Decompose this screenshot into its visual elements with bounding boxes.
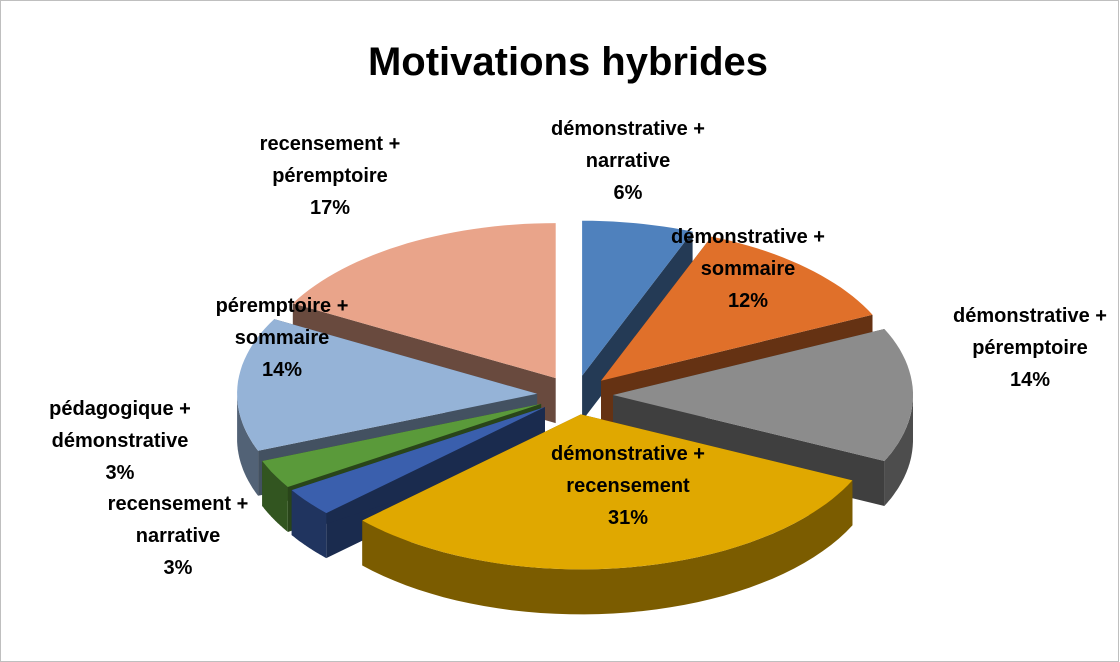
data-label: démonstrative + narrative 6%	[551, 118, 705, 204]
category-label: démonstrative + narrative	[551, 118, 705, 172]
slice-wall	[884, 395, 913, 506]
slice-top	[291, 407, 545, 514]
category-label: pédagogique + démonstrative	[49, 398, 191, 452]
chart-title: Motivations hybrides	[368, 40, 768, 84]
data-label: péremptoire + sommaire 14%	[216, 295, 349, 381]
slice-top	[362, 414, 853, 570]
value-label: 12%	[728, 290, 768, 312]
data-label: recensement + péremptoire 17%	[260, 133, 401, 219]
data-label: recensement + narrative 3%	[108, 493, 249, 579]
value-label: 3%	[106, 462, 135, 484]
data-label: démonstrative + sommaire 12%	[671, 226, 825, 312]
slice-top	[613, 329, 913, 461]
value-label: 6%	[614, 182, 643, 204]
slice	[362, 414, 853, 615]
data-label: pédagogique + démonstrative 3%	[49, 398, 191, 484]
slice-wall	[237, 393, 259, 496]
value-label: 14%	[262, 359, 302, 381]
slice-wall	[362, 480, 853, 615]
category-label: démonstrative + recensement	[551, 443, 705, 497]
category-label: démonstrative + sommaire	[671, 226, 825, 280]
data-label: démonstrative + péremptoire 14%	[953, 305, 1107, 391]
slice-top	[582, 220, 693, 376]
slice-top	[601, 236, 873, 381]
value-label: 14%	[1010, 369, 1050, 391]
category-label: démonstrative + péremptoire	[953, 305, 1107, 359]
value-label: 31%	[608, 507, 648, 529]
slice-side	[291, 407, 545, 536]
category-label: recensement + péremptoire	[260, 133, 401, 187]
category-label: recensement + narrative	[108, 493, 249, 547]
slice-top	[262, 403, 542, 487]
value-label: 17%	[310, 197, 350, 219]
slice-wall	[291, 490, 327, 559]
slice-top	[292, 223, 556, 379]
value-label: 3%	[164, 557, 193, 579]
slice-wall	[262, 461, 288, 532]
slice-top	[237, 319, 538, 451]
data-label: démonstrative + recensement 31%	[551, 443, 705, 529]
category-label: péremptoire + sommaire	[216, 295, 349, 349]
